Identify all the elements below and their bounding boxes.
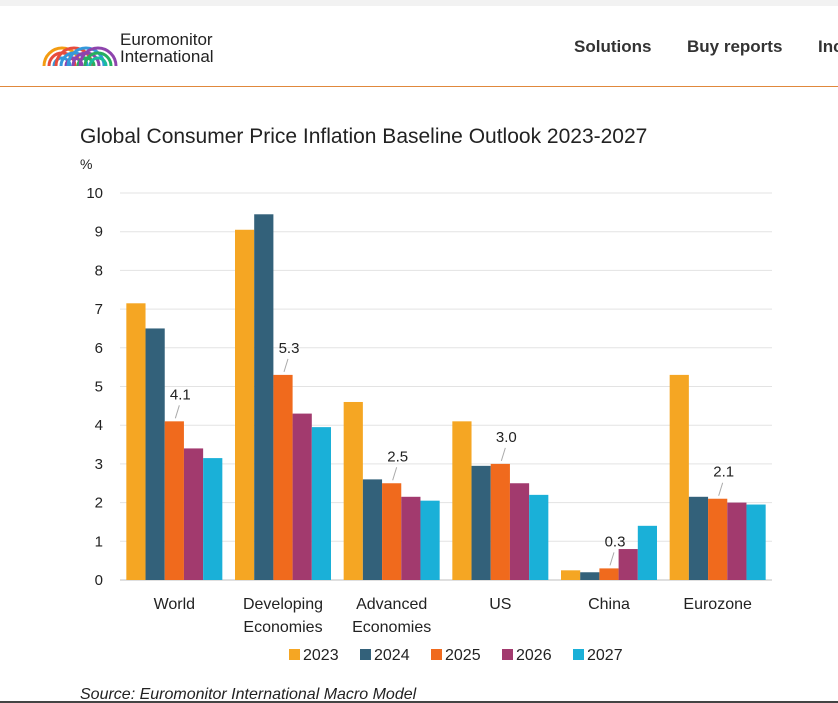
nav-buy-reports[interactable]: Buy reports — [687, 37, 783, 56]
bar-2025 — [164, 421, 184, 580]
bar-2024 — [688, 496, 709, 580]
bar-2025 — [273, 374, 293, 580]
legend-swatch — [360, 649, 371, 660]
y-tick-label: 8 — [95, 262, 103, 279]
x-tick-label: World — [154, 596, 196, 613]
legend-swatch — [431, 649, 442, 660]
chart-figure: Global Consumer Price Inflation Baseline… — [0, 87, 838, 703]
y-tick-label: 5 — [95, 379, 103, 396]
bar-2026 — [183, 448, 204, 580]
annotation-leader — [718, 482, 724, 496]
bar-2023 — [235, 229, 255, 580]
bar-2023 — [452, 421, 472, 580]
bar-2026 — [618, 549, 638, 580]
logo-text: Euromonitor International — [120, 31, 214, 65]
bar-2025 — [382, 483, 402, 580]
data-label: 2.5 — [387, 448, 408, 465]
data-label: 5.3 — [279, 340, 300, 357]
y-tick-label: 9 — [95, 224, 103, 241]
bar-2027 — [311, 427, 331, 580]
bar-2025 — [599, 568, 619, 580]
data-label: 2.1 — [713, 464, 734, 481]
logo-arch — [88, 56, 108, 67]
legend-label: 2027 — [587, 647, 623, 664]
legend-label: 2024 — [374, 647, 410, 664]
bar-2026 — [509, 483, 530, 580]
y-tick-label: 3 — [95, 456, 103, 473]
top-strip — [0, 0, 838, 6]
brand-line-1: Euromonitor — [120, 30, 213, 49]
x-tick-label: Economies — [352, 619, 431, 636]
data-label: 0.3 — [605, 533, 626, 550]
y-tick-label: 7 — [95, 301, 103, 318]
x-tick-label: Developing — [243, 596, 323, 613]
legend-swatch — [289, 649, 300, 660]
bar-2027 — [637, 525, 657, 580]
x-tick-label: Economies — [243, 619, 322, 636]
bottom-divider — [0, 701, 838, 703]
bar-2023 — [561, 570, 581, 580]
site-header: Euromonitor International Solutions Buy … — [0, 6, 838, 87]
bar-2027 — [746, 504, 766, 580]
bar-2027 — [420, 500, 440, 580]
rainbow-arches-icon — [42, 46, 118, 67]
nav-industries[interactable]: Inc — [818, 37, 838, 56]
bar-2026 — [401, 496, 421, 580]
y-tick-label: 6 — [95, 340, 103, 357]
x-tick-label: Advanced — [356, 596, 427, 613]
bar-2025 — [490, 463, 510, 580]
x-tick-label: Eurozone — [683, 596, 752, 613]
y-axis-label: % — [80, 156, 92, 172]
y-tick-label: 4 — [95, 417, 103, 434]
inflation-bar-chart: Global Consumer Price Inflation Baseline… — [80, 125, 772, 703]
annotation-leader — [500, 447, 506, 462]
brand-line-2: International — [120, 47, 214, 66]
annotation-leader — [174, 405, 180, 419]
bar-2024 — [254, 214, 274, 580]
bar-2024 — [145, 328, 165, 580]
bar-2023 — [343, 401, 363, 580]
bar-2023 — [126, 303, 146, 580]
legend-swatch — [502, 649, 513, 660]
y-tick-label: 2 — [95, 495, 103, 512]
annotation-leader — [609, 552, 615, 566]
source-note: Source: Euromonitor International Macro … — [80, 686, 417, 703]
bar-2025 — [708, 498, 728, 580]
data-label: 4.1 — [170, 386, 191, 403]
legend-label: 2023 — [303, 647, 339, 664]
annotation-leader — [392, 467, 398, 481]
legend-label: 2025 — [445, 647, 481, 664]
y-tick-label: 0 — [95, 572, 103, 589]
legend-swatch — [573, 649, 584, 660]
bar-2026 — [292, 413, 312, 580]
bar-2024 — [580, 572, 600, 580]
euromonitor-logo[interactable]: Euromonitor International — [40, 28, 230, 68]
x-tick-label: US — [489, 596, 511, 613]
logo-arch — [78, 46, 118, 67]
bar-2024 — [471, 465, 491, 580]
bar-2024 — [362, 479, 383, 580]
chart-title: Global Consumer Price Inflation Baseline… — [80, 125, 647, 148]
annotation-leader — [283, 358, 289, 373]
bar-2027 — [529, 494, 549, 580]
nav-solutions[interactable]: Solutions — [574, 37, 652, 56]
legend-label: 2026 — [516, 647, 552, 664]
bar-2027 — [203, 458, 223, 580]
data-label: 3.0 — [496, 429, 517, 446]
logo-arch — [83, 51, 113, 67]
bar-2026 — [727, 502, 747, 580]
y-tick-label: 10 — [86, 185, 103, 202]
y-tick-label: 1 — [95, 533, 103, 550]
bar-2023 — [669, 374, 689, 580]
x-tick-label: China — [588, 596, 630, 613]
